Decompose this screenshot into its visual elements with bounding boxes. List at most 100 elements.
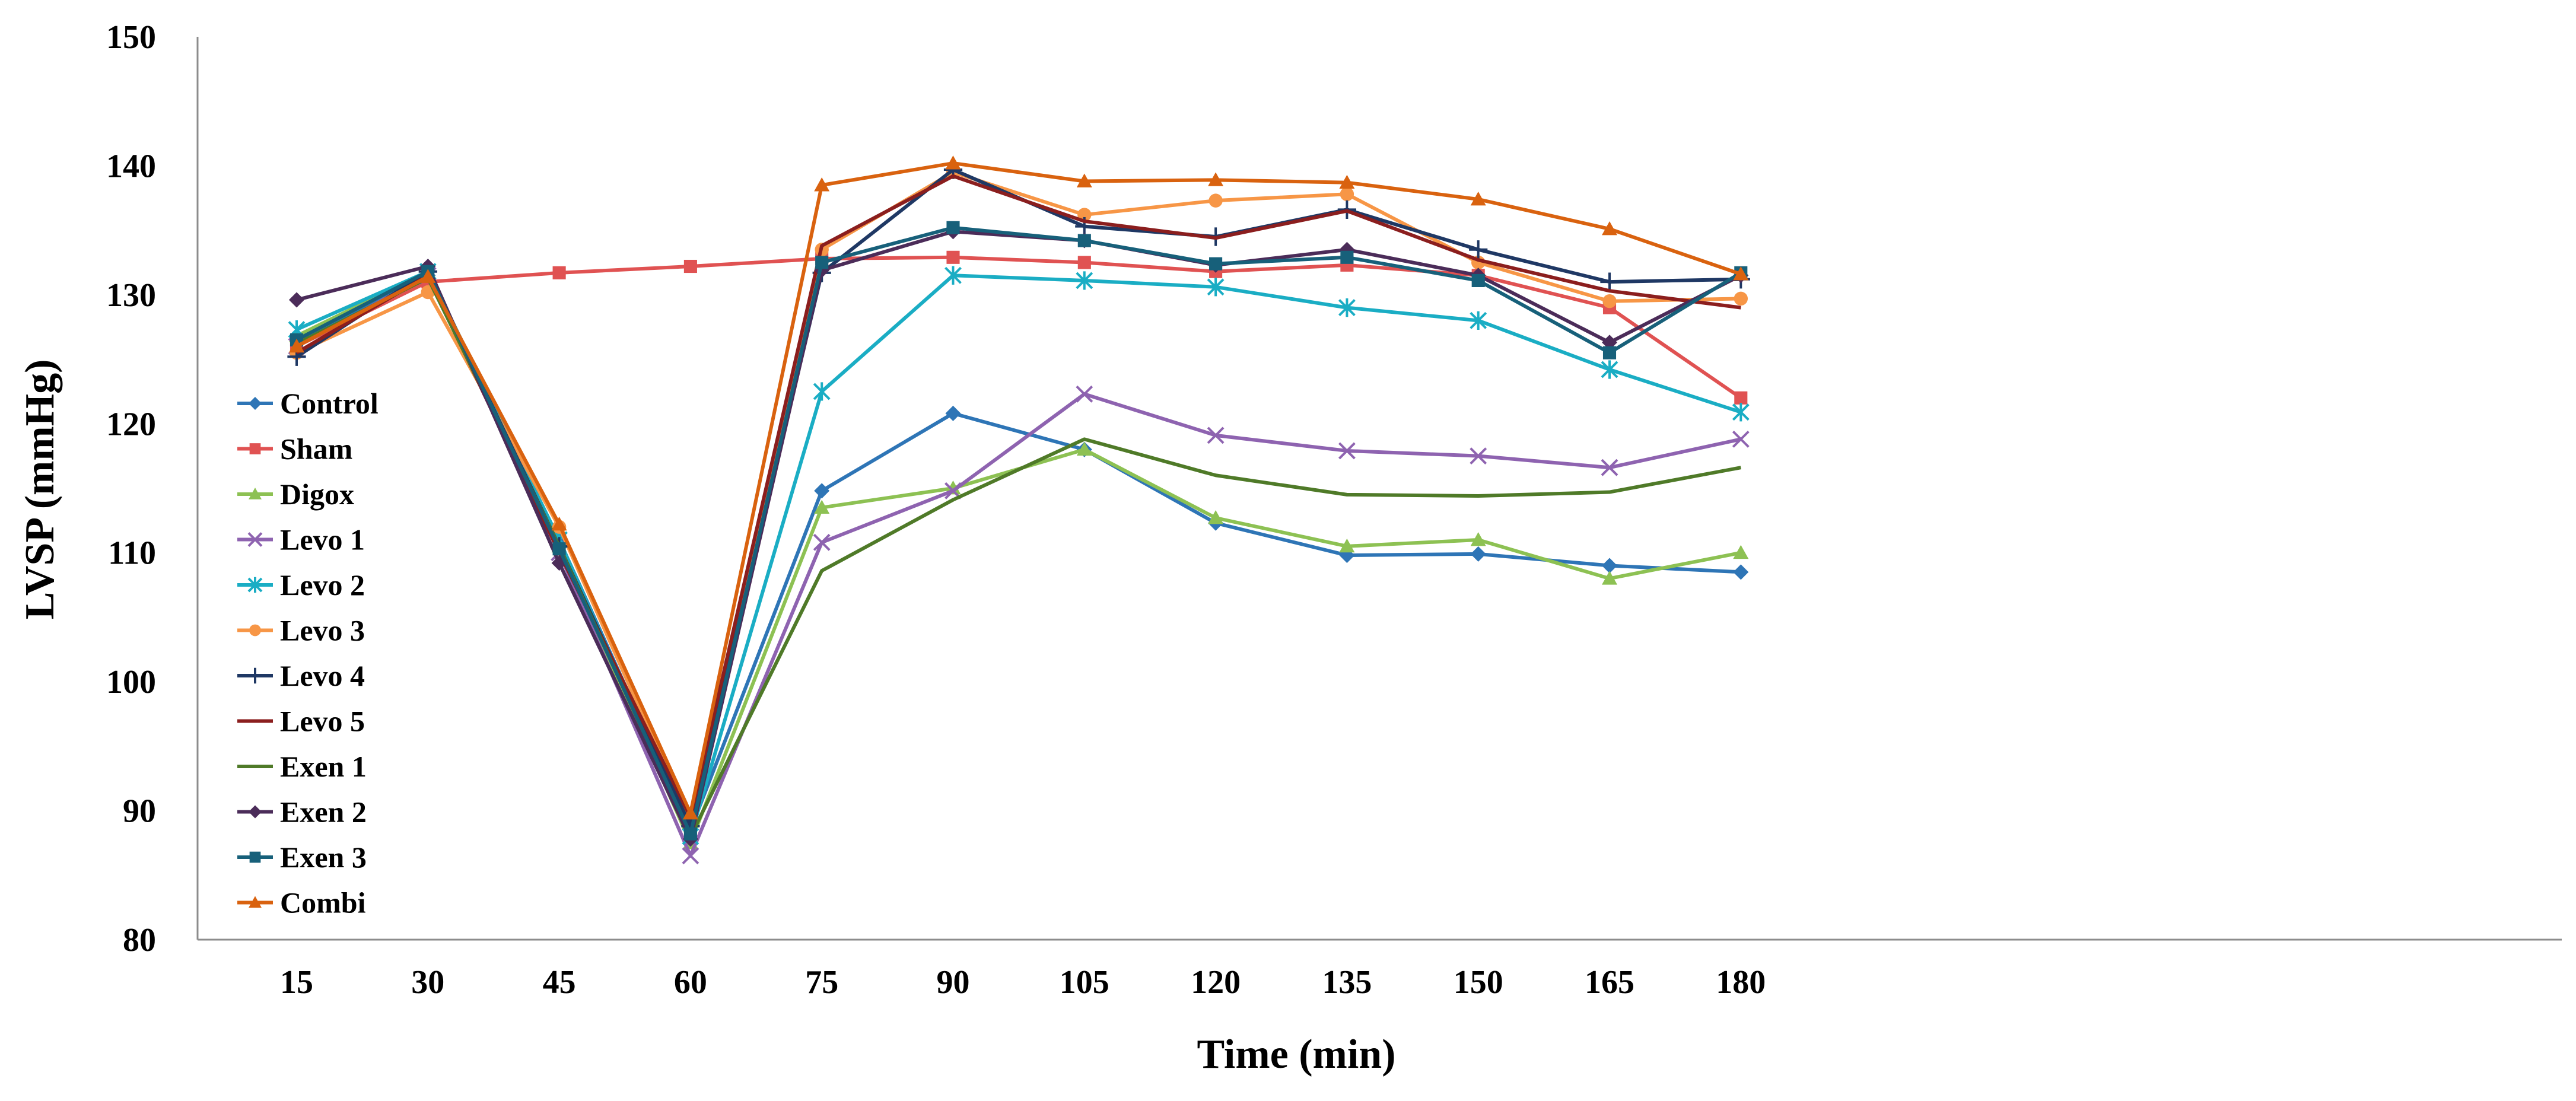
legend-label: Levo 2 [280,568,365,602]
series-line [295,273,1741,858]
legend-label: Exen 1 [280,750,367,783]
series-line [295,161,1742,815]
series-line [295,170,1741,826]
data-point [249,488,262,499]
data-point [1208,172,1224,186]
data-point [249,805,262,819]
data-point [1338,298,1356,317]
data-point [247,667,263,684]
data-point [1076,271,1093,290]
data-point [1734,391,1748,405]
y-tick-label: 110 [108,535,156,572]
data-point [1339,538,1355,553]
data-point [1601,360,1618,379]
data-point [1339,174,1355,189]
data-point [1732,430,1750,448]
legend-item: Sham [237,432,352,466]
data-point [420,269,436,283]
data-point [1207,278,1225,297]
x-tick-label: 45 [543,964,576,1001]
x-tick-label: 180 [1716,964,1766,1001]
series-line [295,225,1742,836]
legend-label: Exen 2 [280,795,367,829]
series-line [295,255,1742,400]
data-point [1077,256,1091,269]
series-digox [289,263,1749,849]
legend-label: Digox [280,478,354,511]
x-tick-label: 120 [1191,964,1241,1001]
legend-label: Exen 3 [280,841,367,874]
data-point [1733,266,1749,281]
data-point [1470,546,1486,562]
legend-item: Levo 5 [237,705,365,738]
data-point [1470,191,1486,206]
data-point [1076,441,1092,456]
x-tick-label: 75 [805,964,838,1001]
x-axis-title: Time (min) [1197,1032,1395,1077]
x-tick-label: 30 [411,964,444,1001]
series-sham [290,250,1748,405]
y-tick-label: 150 [106,19,156,56]
data-point [1734,291,1748,306]
x-tick-label: 60 [674,964,707,1001]
x-tick-label: 90 [937,964,970,1001]
series-control [289,268,1749,838]
legend-item: Combi [237,886,366,919]
legend-label: Levo 3 [280,614,365,647]
data-point [1208,510,1224,524]
series-line [296,230,1742,841]
data-point [1469,240,1488,259]
data-point [1732,403,1750,422]
data-point [1601,459,1618,476]
series-exen-2 [289,224,1749,847]
legend-label: Control [280,387,379,420]
data-point [682,847,699,865]
data-point [814,483,830,499]
data-point [1471,273,1485,287]
x-tick-label: 165 [1585,964,1634,1001]
y-tick-label: 120 [106,406,156,443]
data-point [813,533,831,551]
data-point [1076,385,1093,403]
data-point [1340,250,1354,264]
data-point [1602,558,1617,574]
y-tick-label: 100 [106,664,156,701]
y-axis-title: LVSP (mmHg) [17,359,63,620]
data-point [249,624,261,637]
legend-item: Levo 3 [237,614,365,647]
y-tick-label: 140 [106,148,156,184]
data-point [249,443,261,454]
data-point [946,221,960,234]
data-point [247,532,263,547]
data-point [682,805,698,820]
data-point [1470,532,1486,546]
data-point [1602,571,1617,585]
data-point [247,577,263,593]
data-point [815,256,829,269]
legend-item: Exen 1 [237,750,367,783]
y-tick-label: 90 [123,793,156,830]
x-tick-label: 105 [1060,964,1109,1001]
data-point [551,516,567,531]
data-point [814,499,830,514]
data-point [289,338,304,353]
data-point [1076,173,1092,187]
data-point [1602,346,1617,359]
series-line [295,269,1742,839]
legend-item: Levo 1 [237,523,365,556]
data-point [249,851,261,863]
series-levo-5 [295,174,1741,819]
data-point [1209,193,1223,208]
data-point [249,397,262,410]
data-point [1602,294,1617,308]
x-tick-label: 15 [280,964,313,1001]
data-point [814,177,830,192]
series-lines [287,155,1750,865]
data-point [1470,311,1487,330]
data-point [1733,564,1749,580]
series-exen-3 [290,221,1748,841]
x-tick-label: 150 [1454,964,1503,1001]
legend-label: Levo 1 [280,523,365,556]
data-point [1600,272,1619,291]
